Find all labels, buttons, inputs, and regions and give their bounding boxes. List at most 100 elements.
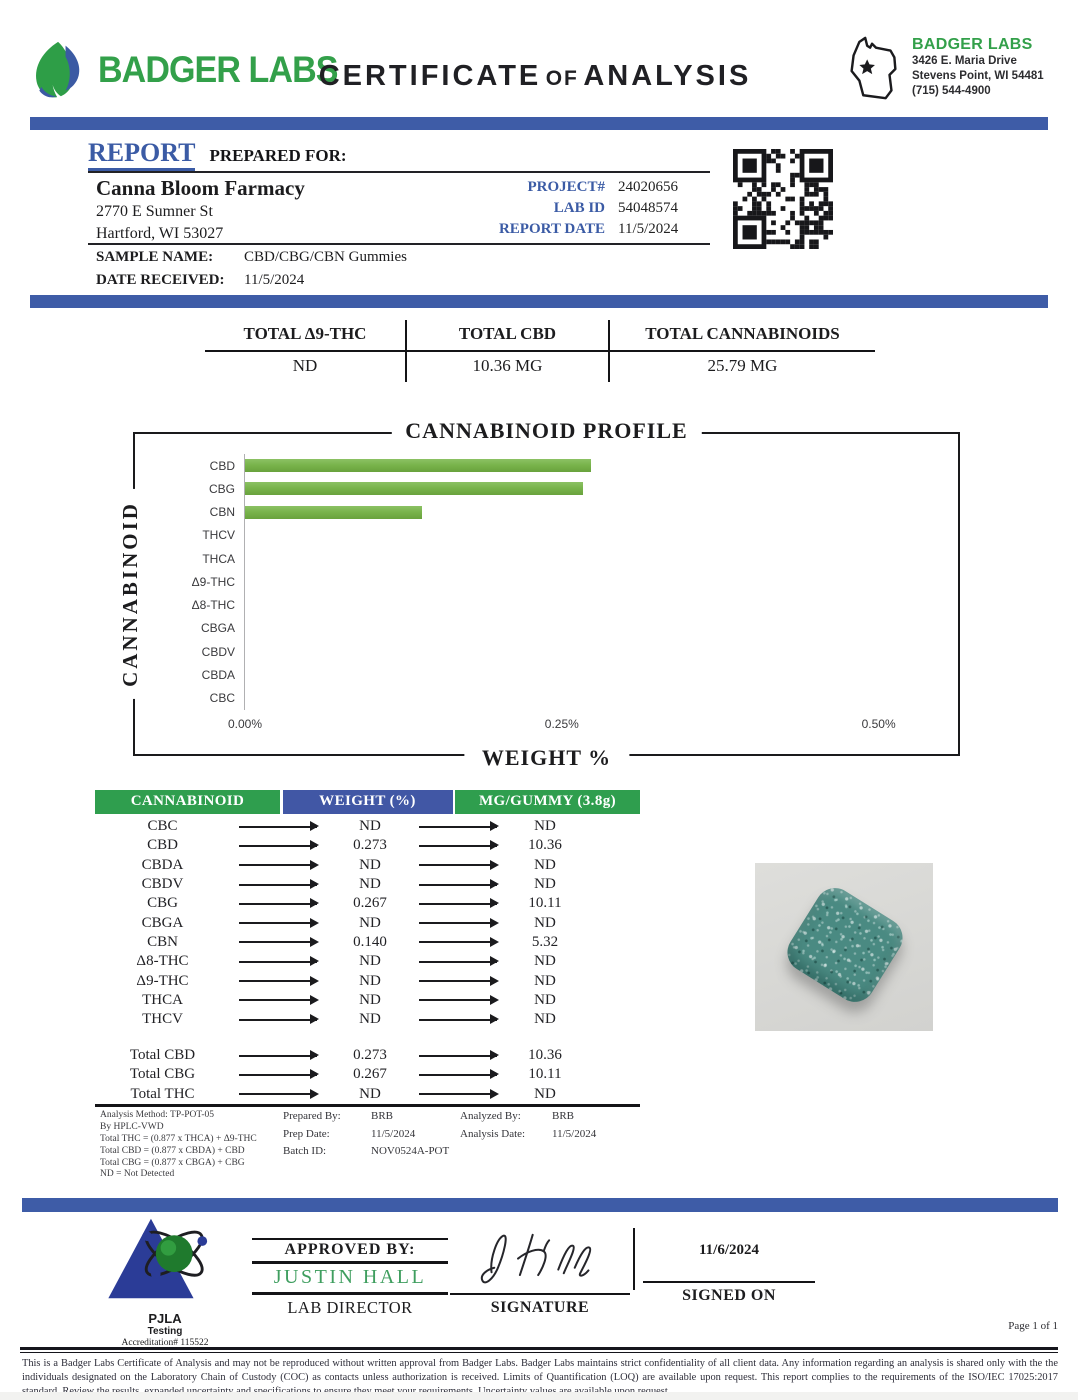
rule-under-heading [88, 171, 710, 173]
arrow-icon [415, 1088, 500, 1099]
arrow-icon [230, 840, 325, 851]
pjla-testing-text: Testing [147, 1326, 183, 1337]
chart-category-label: CBDV [201, 644, 235, 659]
rule-thick-2 [252, 1292, 448, 1295]
analyte-name: Δ9-THC [136, 972, 189, 989]
signature-icon [480, 1233, 592, 1284]
signed-on-line [643, 1281, 815, 1283]
analyte-name: CBG [147, 895, 178, 912]
batch-id-value: NOV0524A-POT [371, 1145, 450, 1157]
mg-per-gummy-value: ND [534, 953, 556, 970]
sample-name-value: CBD/CBG/CBN Gummies [244, 249, 407, 265]
total-cbd-value: 10.36 MG [405, 352, 610, 382]
chart-row: CBGA [145, 616, 942, 641]
weight-percent-value: ND [359, 1011, 381, 1028]
arrow-icon [230, 936, 325, 947]
chart-row: Δ8-THC [145, 593, 942, 617]
arrow-icon [230, 917, 325, 928]
chart-row: CBDA [145, 663, 942, 687]
lab-id-label: LAB ID [553, 200, 605, 216]
table-row: Δ8-THC ND ND [95, 952, 590, 971]
weight-percent-value: 0.273 [353, 1047, 387, 1064]
analyte-name: CBC [147, 818, 178, 835]
arrow-icon [230, 956, 325, 967]
chart-bar-track [244, 500, 942, 524]
analyte-name: CBDV [141, 876, 184, 893]
chart-bar-track [244, 663, 942, 687]
arrow-icon [230, 859, 325, 870]
pjla-accreditation-logo: PJLA Testing Accreditation# 115522 [95, 1213, 235, 1348]
footer-disclaimer: This is a Badger Labs Certificate of Ana… [22, 1358, 1058, 1397]
totals-summary-table: TOTAL Δ9-THC TOTAL CBD TOTAL CANNABINOID… [205, 320, 875, 382]
mg-per-gummy-value: ND [534, 914, 556, 931]
arrow-icon [415, 975, 500, 986]
total-d9thc-header: TOTAL Δ9-THC [205, 320, 405, 352]
chart-x-tick: 0.00% [227, 717, 263, 731]
chart-x-axis-label: WEIGHT % [463, 745, 630, 771]
arrow-icon [230, 898, 325, 909]
cannabinoid-profile-chart: CANNABINOID PROFILE CANNABINOID WEIGHT %… [118, 418, 960, 771]
arrow-icon [230, 1050, 325, 1061]
chart-bar-track [244, 523, 942, 548]
sample-name-label: SAMPLE NAME: [96, 249, 214, 265]
meta-row-project: PROJECT# 24020656 [420, 179, 710, 196]
analysis-note-line: Analysis Method: TP-POT-05 [100, 1110, 215, 1120]
arrow-icon [415, 917, 500, 928]
mg-per-gummy-value: 10.11 [528, 1066, 562, 1083]
analysis-date-label: Analysis Date: [460, 1127, 526, 1140]
analyte-name: THCV [142, 1011, 183, 1028]
mg-per-gummy-value: 10.36 [528, 1047, 562, 1064]
arrow-icon [415, 840, 500, 851]
signed-on-block: 11/6/2024 SIGNED ON [643, 1242, 815, 1305]
arrow-icon [415, 1069, 500, 1080]
arrow-icon [415, 898, 500, 909]
chart-bar-track [244, 640, 942, 664]
chart-plot-area: CBD CBG CBN THCV THCA Δ9-THC Δ8-THC CBGA CBDV CBD… [145, 454, 942, 710]
analyte-name: CBGA [141, 914, 184, 931]
chart-x-tick: 0.25% [544, 717, 579, 731]
weight-percent-value: ND [359, 876, 381, 893]
arrow-icon [230, 994, 325, 1005]
approver-title: LAB DIRECTOR [287, 1298, 413, 1317]
chart-row: CBN [145, 500, 942, 524]
rule-thick-1 [252, 1261, 448, 1264]
analyzed-by-label: Analyzed By: [460, 1110, 521, 1122]
date-received-label: DATE RECEIVED: [96, 272, 225, 288]
report-meta: PROJECT# 24020656 LAB ID 54048574 REPORT… [420, 179, 710, 242]
signature-label: SIGNATURE [490, 1299, 590, 1316]
client-address-line2: Hartford, WI 53027 [96, 224, 224, 242]
chart-bar-track [244, 686, 942, 710]
analyzed-by-block: Analyzed By: BRB Analysis Date: 11/5/2024 [460, 1110, 596, 1145]
chart-x-tick: 0.50% [861, 717, 896, 731]
arrow-icon [415, 1050, 500, 1061]
prepared-for-words: PREPARED FOR: [209, 146, 347, 165]
chart-row: CBDV [145, 640, 942, 664]
qr-code-icon [733, 149, 833, 249]
date-received-value: 11/5/2024 [244, 272, 305, 288]
scan-edge [0, 1392, 1078, 1400]
table-row: CBDA ND ND [95, 856, 590, 875]
divider-band-top [30, 117, 1048, 130]
results-header-cannabinoid: CANNABINOID [95, 790, 280, 814]
approved-by-label: APPROVED BY: [284, 1241, 416, 1258]
batch-id-label: Batch ID: [283, 1145, 327, 1157]
mg-per-gummy-value: ND [534, 856, 556, 873]
chart-bar [245, 505, 423, 519]
table-row: CBC ND ND [95, 817, 590, 836]
sample-photo [755, 863, 933, 1031]
analysis-date-value: 11/5/2024 [552, 1127, 597, 1140]
pjla-text: PJLA [148, 1311, 182, 1326]
sample-name-row: SAMPLE NAME: CBD/CBG/CBN Gummies [96, 249, 407, 266]
chart-category-label: Δ9-THC [191, 574, 235, 589]
total-d9thc-value: ND [292, 356, 318, 375]
page-title: CERTIFICATE OF ANALYSIS [280, 60, 790, 93]
chart-bar-track [244, 570, 942, 594]
weight-percent-value: ND [359, 856, 381, 873]
table-row: CBDV ND ND [95, 875, 590, 894]
table-row: CBG 0.267 10.11 [95, 894, 590, 913]
weight-percent-value: ND [359, 818, 381, 835]
prepared-by-block: Prepared By: BRB Prep Date: 11/5/2024 Batc… [283, 1110, 449, 1163]
arrow-icon [230, 975, 325, 986]
report-prepared-for-heading: REPORT PREPARED FOR: [88, 138, 347, 171]
